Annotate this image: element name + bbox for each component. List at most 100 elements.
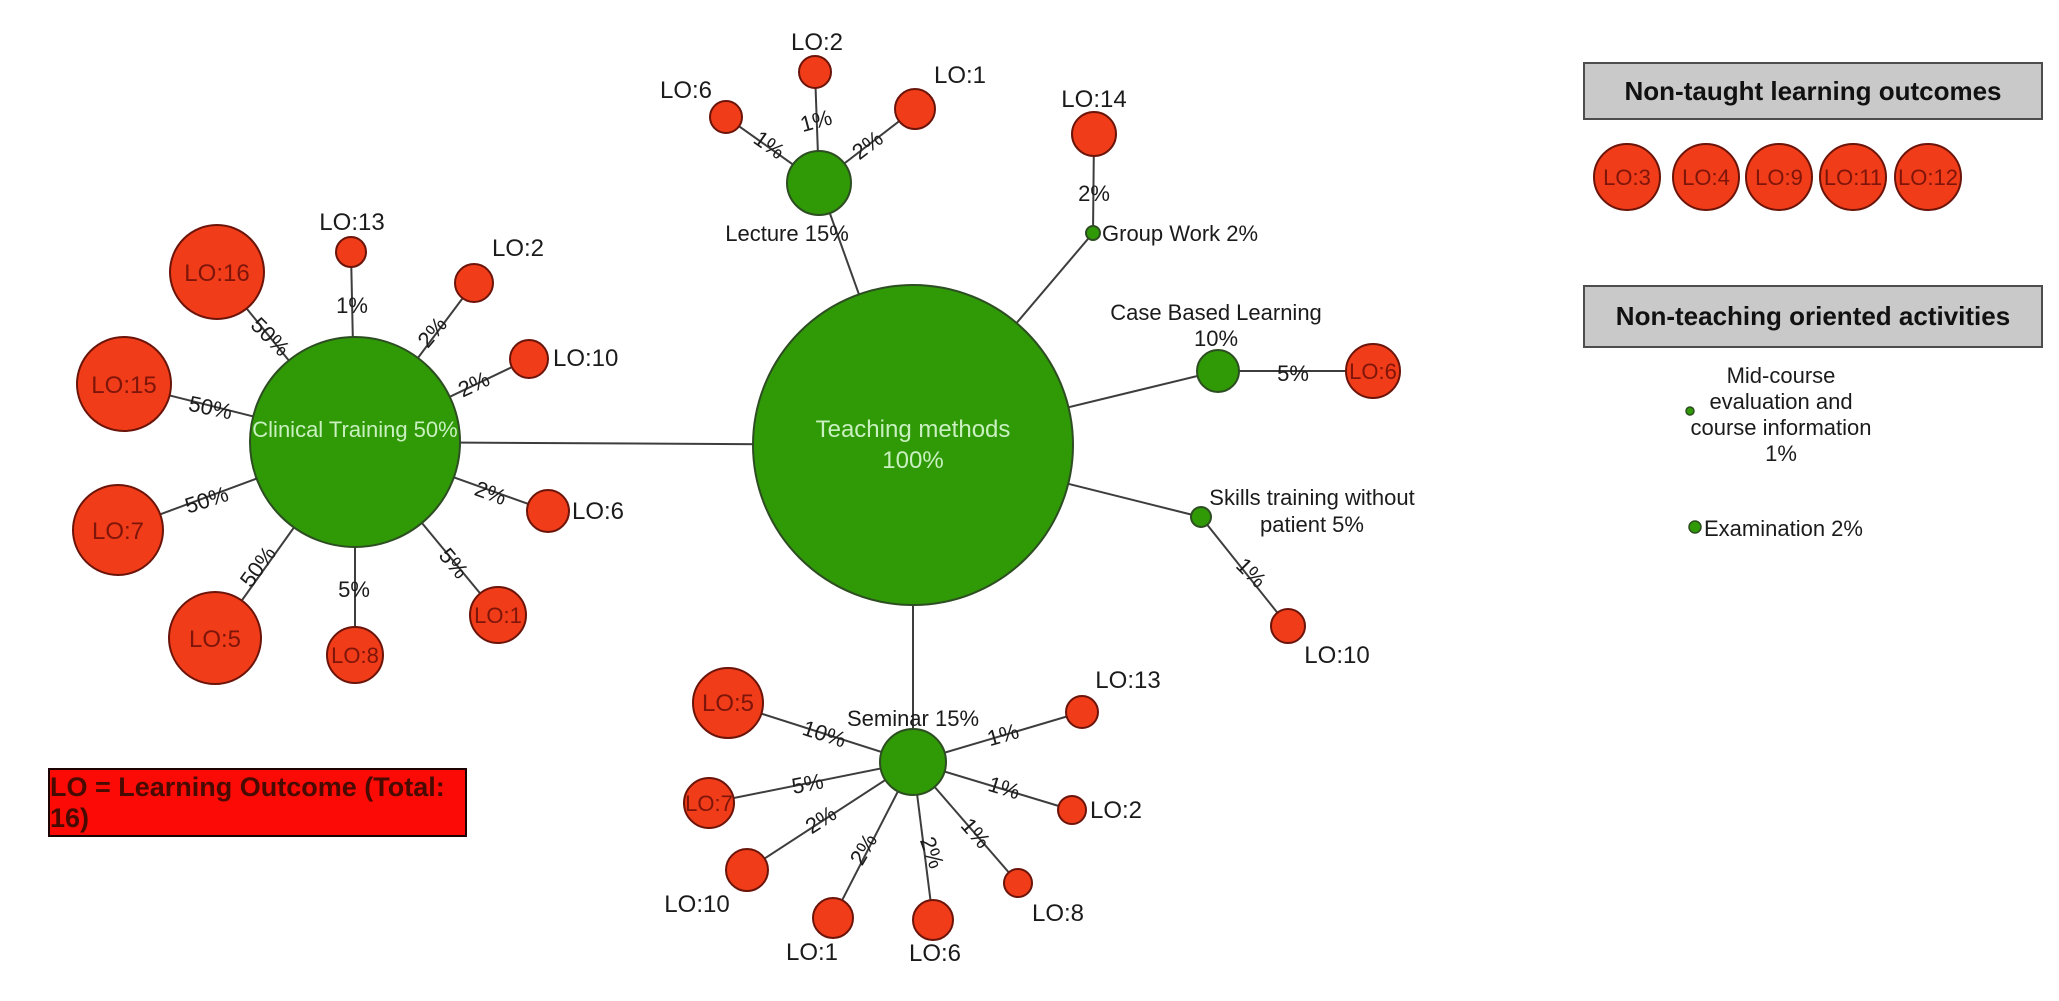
text-mid-course-evaluation-line2: evaluation and <box>1709 389 1852 414</box>
label-clin-lo15: LO:15 <box>91 372 156 399</box>
node-clin-lo5 <box>168 591 262 685</box>
edge-label-clinical-clin-lo2: 2% <box>412 312 452 352</box>
node-clin-lo6 <box>526 489 570 533</box>
label-nt-lo4: LO:4 <box>1682 165 1730 190</box>
non-teaching-activities-title: Non-teaching oriented activities <box>1615 301 2011 331</box>
lo-abbreviation-legend: LO = Learning Outcome (Total: 16) <box>48 768 467 837</box>
node-clin-lo8 <box>326 626 384 684</box>
label-sem-lo1: LO:1 <box>786 939 838 966</box>
label-nt-lo9: LO:9 <box>1755 165 1803 190</box>
node-cbl-lo6 <box>1345 343 1401 399</box>
node-nt-lo3 <box>1593 143 1661 211</box>
edge-label-clinical-clin-lo13: 1% <box>336 293 368 318</box>
label-sem-lo6: LO:6 <box>909 940 961 967</box>
label-sem-lo13: LO:13 <box>1095 667 1160 694</box>
edge-label-clinical-clin-lo5: 50% <box>235 541 281 591</box>
label-clin-lo8: LO:8 <box>331 643 379 668</box>
node-clin-lo1 <box>469 586 527 644</box>
label-skills-line2: patient 5% <box>1260 512 1364 537</box>
node-sem-lo5 <box>692 667 764 739</box>
node-nt-lo9 <box>1745 143 1813 211</box>
label-cbl-lo6: LO:6 <box>1349 359 1397 384</box>
label-lec-lo6: LO:6 <box>660 77 712 104</box>
edge-label-clinical-clin-lo15: 50% <box>186 391 234 425</box>
node-clin-lo2 <box>454 263 494 303</box>
node-clin-lo7 <box>72 484 164 576</box>
node-nt-lo4 <box>1672 143 1740 211</box>
node-sem-lo7 <box>683 777 735 829</box>
text-mid-course-evaluation-line4: 1% <box>1765 441 1797 466</box>
label-lec-lo1: LO:1 <box>934 62 986 89</box>
label-seminar: Seminar 15% <box>847 706 979 731</box>
edge-label-clinical-clin-lo6: 2% <box>471 476 509 510</box>
node-sem-lo8 <box>1003 868 1033 898</box>
label-cbl-line2: 10% <box>1194 326 1238 351</box>
label-nt-lo12: LO:12 <box>1898 165 1958 190</box>
node-clin-lo13 <box>335 236 367 268</box>
label-gw-lo14: LO:14 <box>1061 86 1126 113</box>
label-skills-lo10: LO:10 <box>1304 642 1369 669</box>
label-nt-lo3: LO:3 <box>1603 165 1651 190</box>
node-sem-lo13 <box>1065 695 1099 729</box>
edge-label-seminar-sem-lo2: 1% <box>985 771 1023 804</box>
node-skills <box>1190 506 1212 528</box>
edge-label-clinical-clin-lo16: 50% <box>246 312 295 361</box>
label-nt-lo11: LO:11 <box>1824 165 1882 190</box>
edge-label-lecture-lec-lo1: 2% <box>847 125 887 164</box>
non-taught-outcomes-header: Non-taught learning outcomes <box>1583 62 2043 120</box>
non-teaching-activities-header: Non-teaching oriented activities <box>1583 285 2043 348</box>
edge-label-seminar-sem-lo1: 2% <box>845 829 883 869</box>
edge-label-seminar-sem-lo13: 1% <box>984 718 1021 751</box>
dot-mid-course-evaluation <box>1685 406 1695 416</box>
text-mid-course-evaluation-line3: course information <box>1691 415 1872 440</box>
label-clin-lo7: LO:7 <box>92 518 144 545</box>
label-cbl-line1: Case Based Learning <box>1110 300 1322 325</box>
node-lec-lo6 <box>709 100 743 134</box>
label-groupwork: Group Work 2% <box>1102 221 1258 246</box>
label-clin-lo10: LO:10 <box>553 345 618 372</box>
label-clin-lo5: LO:5 <box>189 626 241 653</box>
node-sem-lo6 <box>912 899 954 941</box>
text-examination-line1: Examination 2% <box>1704 516 1863 541</box>
label-clin-lo6: LO:6 <box>572 498 624 525</box>
edge-label-lecture-lec-lo2: 1% <box>797 105 834 137</box>
label-lecture: Lecture 15% <box>725 221 849 246</box>
label-teaching-line2: 100% <box>882 447 943 474</box>
label-sem-lo5: LO:5 <box>702 690 754 717</box>
label-sem-lo7: LO:7 <box>685 791 733 816</box>
edge-label-seminar-sem-lo7: 5% <box>790 768 826 799</box>
label-clinical: Clinical Training 50% <box>252 417 457 442</box>
edge-label-skills-skills-lo10: 1% <box>1231 553 1271 593</box>
node-lec-lo1 <box>894 88 936 130</box>
edge-skills-skills-lo10 <box>1200 516 1289 627</box>
node-clinical <box>249 336 461 548</box>
node-sem-lo2 <box>1057 795 1087 825</box>
label-sem-lo8: LO:8 <box>1032 900 1084 927</box>
label-skills-line1: Skills training without <box>1209 485 1414 510</box>
node-skills-lo10 <box>1270 608 1306 644</box>
label-clin-lo2: LO:2 <box>492 235 544 262</box>
node-clin-lo15 <box>76 336 172 432</box>
node-clin-lo16 <box>169 224 265 320</box>
edge-label-clinical-clin-lo7: 50% <box>182 481 232 518</box>
node-sem-lo1 <box>812 897 854 939</box>
text-mid-course-evaluation-line1: Mid-course <box>1727 363 1836 388</box>
label-sem-lo10: LO:10 <box>664 891 729 918</box>
node-groupwork <box>1085 225 1101 241</box>
node-gw-lo14 <box>1071 111 1117 157</box>
label-clin-lo16: LO:16 <box>184 260 249 287</box>
label-sem-lo2: LO:2 <box>1090 797 1142 824</box>
edge-label-seminar-sem-lo6: 2% <box>915 833 949 871</box>
node-sem-lo10 <box>725 848 769 892</box>
node-nt-lo11 <box>1819 143 1887 211</box>
node-clin-lo10 <box>509 339 549 379</box>
node-lec-lo2 <box>798 55 832 89</box>
label-teaching-line1: Teaching methods <box>816 416 1011 443</box>
label-lec-lo2: LO:2 <box>791 29 843 56</box>
edge-seminar-sem-lo7 <box>708 761 914 804</box>
non-taught-outcomes-title: Non-taught learning outcomes <box>1624 75 2002 106</box>
edge-label-seminar-sem-lo5: 10% <box>800 715 850 752</box>
node-seminar <box>879 728 947 796</box>
edge-label-seminar-sem-lo10: 2% <box>801 801 841 839</box>
